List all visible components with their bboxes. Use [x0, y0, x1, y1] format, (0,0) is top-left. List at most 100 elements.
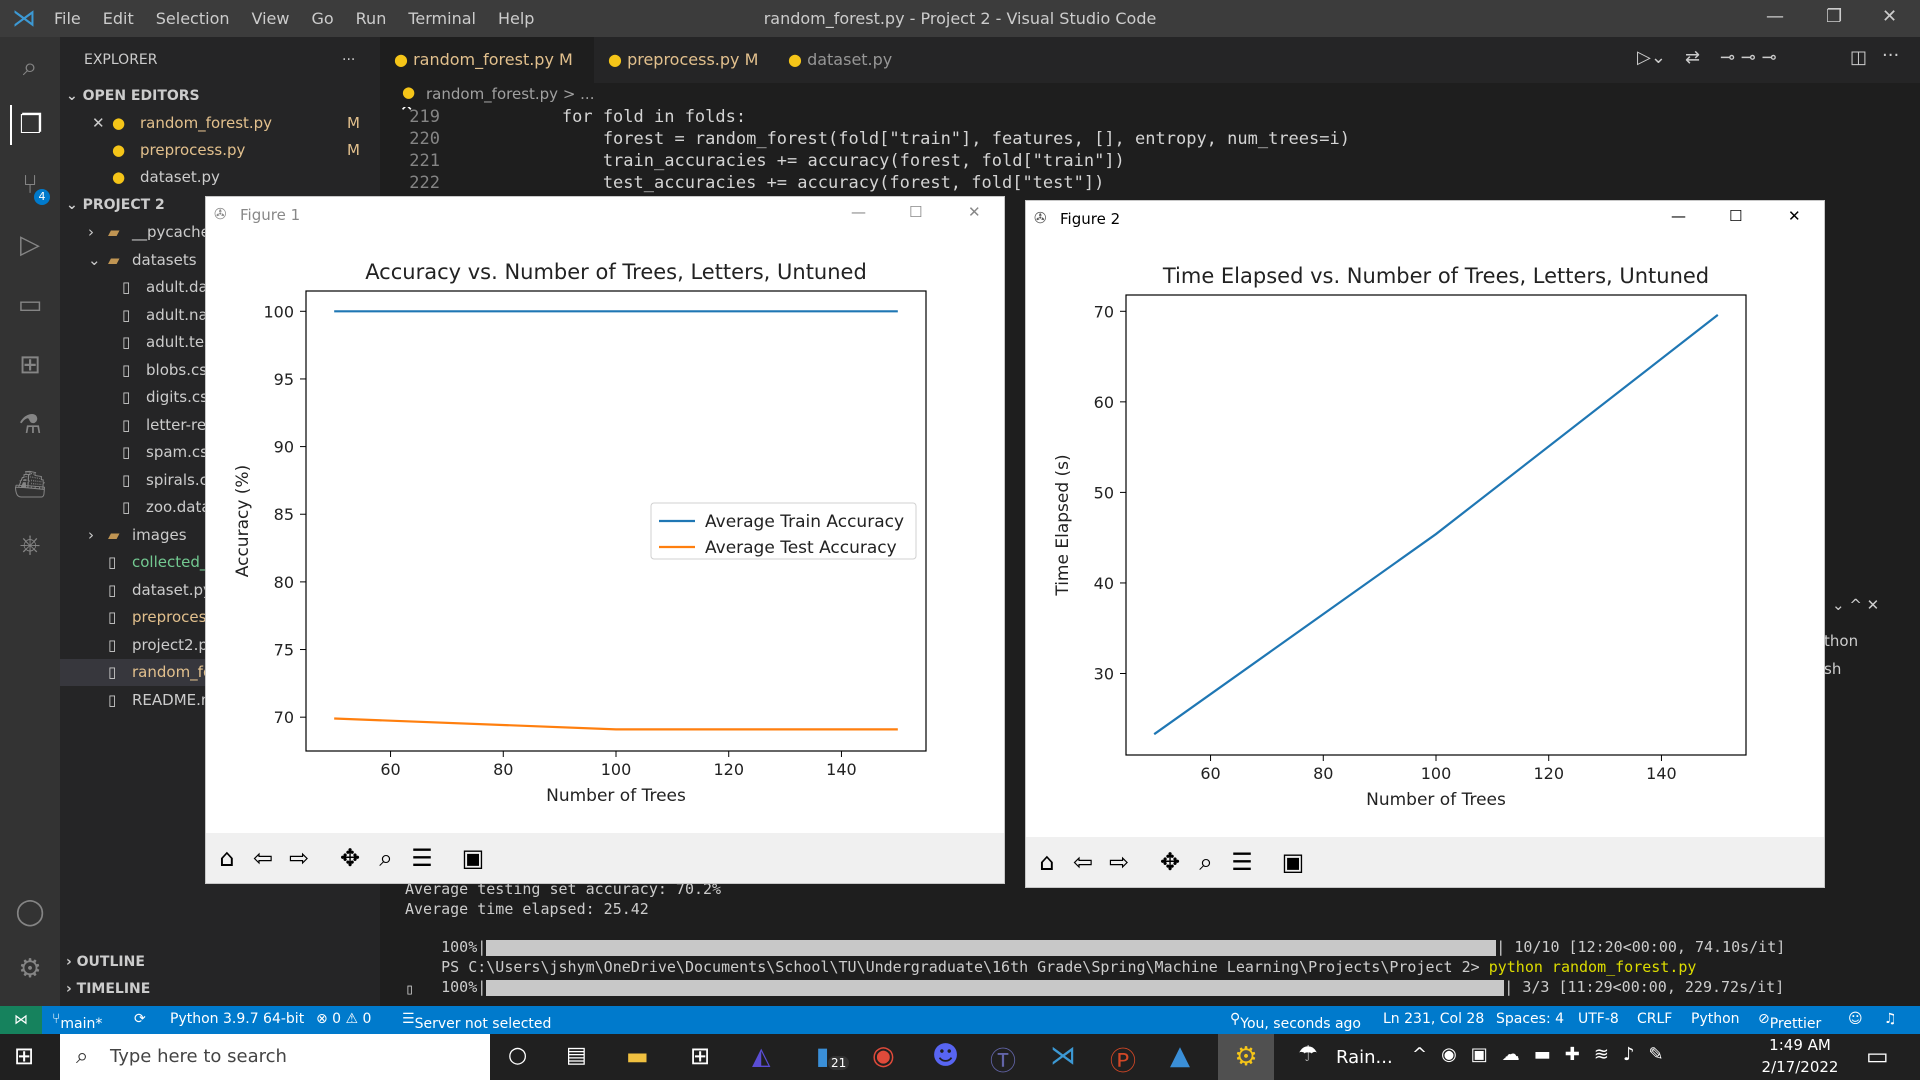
problems-count[interactable]: ⊗ 0 ⚠ 0: [316, 1011, 372, 1027]
git-blame[interactable]: ⚲ You, seconds ago: [1230, 1011, 1362, 1032]
search-icon[interactable]: ⌕: [22, 52, 38, 82]
notification-center-icon[interactable]: ▭: [1866, 1042, 1889, 1070]
notifications-bell-icon[interactable]: ♫: [1884, 1011, 1897, 1027]
tab-dataset[interactable]: ● dataset.py: [774, 37, 924, 83]
home-icon[interactable]: ⌂: [1039, 848, 1055, 876]
terminal-panel-controls[interactable]: ⌄ ^ ✕: [1832, 596, 1880, 614]
taskbar-search[interactable]: ⌕ Type here to search: [60, 1034, 490, 1080]
open-editors-header[interactable]: ⌄ OPEN EDITORS: [66, 83, 386, 110]
language-mode[interactable]: Python: [1691, 1011, 1740, 1027]
restore-icon[interactable]: ❐: [1826, 6, 1843, 27]
tree-file[interactable]: ▯ adult.nan: [60, 302, 380, 329]
extensions-icon[interactable]: ⊞: [19, 350, 41, 380]
git-branch[interactable]: ⑂ main*: [52, 1011, 103, 1032]
open-editor-item[interactable]: ✕ ● random_forest.py M: [60, 110, 380, 137]
split-editor-icon[interactable]: ◫: [1850, 47, 1868, 68]
close-icon[interactable]: ✕: [968, 203, 981, 221]
minimize-icon[interactable]: —: [1766, 6, 1784, 27]
phone-app-icon[interactable]: ▮: [816, 1042, 830, 1070]
testing-icon[interactable]: ⚗: [18, 410, 42, 440]
tree-file[interactable]: ▯ digits.csv: [60, 384, 380, 411]
settings-gear-icon[interactable]: ⚙: [18, 954, 42, 984]
code-line[interactable]: forest = random_forest(fold["train"], fe…: [480, 129, 1350, 149]
zoom-icon[interactable]: ⌕: [1199, 848, 1213, 876]
docker-icon[interactable]: ⛴: [13, 470, 47, 500]
git-compare-icon[interactable]: ⊸ ⊸ ⊸: [1720, 47, 1777, 68]
tree-file[interactable]: ▯ adult.dat: [60, 274, 380, 301]
terminal-panel[interactable]: Average testing set accuracy: 70.2% Aver…: [380, 875, 1785, 1005]
remote-explorer-icon[interactable]: ▭: [17, 290, 43, 320]
server-status[interactable]: ☰ Server not selected: [402, 1011, 552, 1032]
code-line[interactable]: test_accuracies += accuracy(forest, fold…: [480, 173, 1105, 193]
menu-view[interactable]: View: [251, 9, 290, 28]
outline-header[interactable]: › OUTLINE: [66, 949, 386, 976]
tree-file[interactable]: ▯ blobs.csv: [60, 357, 380, 384]
more-actions-icon[interactable]: ···: [342, 52, 356, 68]
terminal-list-item[interactable]: thon: [1824, 632, 1859, 650]
file-explorer-icon[interactable]: ▬: [626, 1042, 649, 1070]
kubernetes-icon[interactable]: ⎈: [19, 530, 41, 560]
minimize-icon[interactable]: —: [851, 203, 866, 221]
terminal-list-item[interactable]: sh: [1824, 660, 1842, 678]
tree-file[interactable]: ▯ preproces: [60, 604, 380, 631]
tree-folder[interactable]: ⌄ ▰ datasets: [60, 247, 380, 274]
zoom-icon[interactable]: ⌕: [379, 844, 393, 872]
clock-time[interactable]: 1:49 AM: [1769, 1036, 1831, 1054]
discord-icon[interactable]: ☻: [932, 1041, 960, 1071]
forward-arrow-icon[interactable]: ⇨: [1108, 848, 1130, 876]
encoding[interactable]: UTF-8: [1578, 1011, 1619, 1027]
tree-file[interactable]: ▯ README.m: [60, 687, 380, 714]
more-actions-icon[interactable]: ···: [1882, 45, 1900, 66]
tab-preprocess[interactable]: ● preprocess.py M: [594, 37, 774, 83]
tree-file[interactable]: ▯ collected_: [60, 549, 380, 576]
menu-edit[interactable]: Edit: [102, 9, 134, 28]
open-editor-item[interactable]: ● dataset.py: [60, 164, 380, 191]
forward-arrow-icon[interactable]: ⇨: [288, 844, 310, 872]
accounts-icon[interactable]: ◯: [15, 897, 45, 927]
tree-file[interactable]: ▯ letter-rec: [60, 412, 380, 439]
vscode-icon[interactable]: ⋊: [1050, 1041, 1076, 1071]
app-icon[interactable]: ◭: [752, 1042, 771, 1070]
python-interpreter[interactable]: Python 3.9.7 64-bit: [170, 1011, 305, 1027]
python-app-icon[interactable]: ⚙: [1218, 1034, 1274, 1080]
minimize-icon[interactable]: —: [1671, 207, 1686, 225]
feedback-icon[interactable]: ☺: [1848, 1011, 1863, 1027]
configure-subplots-icon[interactable]: ☰: [411, 844, 433, 872]
tree-folder[interactable]: › ▰ images: [60, 522, 380, 549]
store-icon[interactable]: ⊞: [690, 1042, 711, 1070]
remote-indicator-icon[interactable]: ⋈: [0, 1006, 42, 1034]
run-python-icon[interactable]: ▷⌄: [1637, 47, 1666, 68]
tree-file[interactable]: ▯ spam.csv: [60, 439, 380, 466]
run-debug-icon[interactable]: ▷: [20, 230, 40, 260]
pan-icon[interactable]: ✥: [1159, 848, 1181, 876]
back-arrow-icon[interactable]: ⇦: [1072, 848, 1094, 876]
project-header[interactable]: ⌄ PROJECT 2: [66, 192, 386, 219]
close-icon[interactable]: ✕: [1882, 6, 1898, 27]
open-changes-icon[interactable]: ⇄: [1685, 47, 1701, 68]
explorer-icon[interactable]: ❐: [10, 105, 50, 145]
chrome-icon[interactable]: ◉: [872, 1041, 895, 1071]
tree-file[interactable]: ▯ zoo.data: [60, 494, 380, 521]
tree-file[interactable]: ▯ adult.test: [60, 329, 380, 356]
indentation[interactable]: Spaces: 4: [1496, 1011, 1565, 1027]
clock-date[interactable]: 2/17/2022: [1761, 1058, 1839, 1076]
line-ending[interactable]: CRLF: [1637, 1011, 1673, 1027]
close-icon[interactable]: ✕: [1788, 207, 1801, 225]
code-line[interactable]: for fold in folds:: [480, 107, 747, 127]
maximize-icon[interactable]: ☐: [909, 203, 923, 221]
maximize-icon[interactable]: ☐: [1729, 207, 1743, 225]
menu-selection[interactable]: Selection: [155, 9, 230, 28]
open-editor-item[interactable]: ● preprocess.py M: [60, 137, 380, 164]
code-line[interactable]: train_accuracies += accuracy(forest, fol…: [480, 151, 1125, 171]
powerpoint-icon[interactable]: Ⓟ: [1110, 1047, 1137, 1077]
breadcrumb-path[interactable]: random_forest.py > ...: [426, 85, 595, 103]
weather-label[interactable]: Rain...: [1336, 1047, 1393, 1068]
save-icon[interactable]: ▣: [1281, 848, 1305, 876]
windows-start-icon[interactable]: ⊞: [14, 1042, 35, 1070]
cortana-icon[interactable]: ○: [508, 1043, 528, 1068]
tree-file[interactable]: ▯ spirals.cs: [60, 467, 380, 494]
close-icon[interactable]: ✕: [92, 114, 105, 132]
breadcrumb[interactable]: ● random_forest.py > ...: [380, 83, 1920, 107]
menu-terminal[interactable]: Terminal: [408, 9, 476, 28]
configure-subplots-icon[interactable]: ☰: [1231, 848, 1253, 876]
